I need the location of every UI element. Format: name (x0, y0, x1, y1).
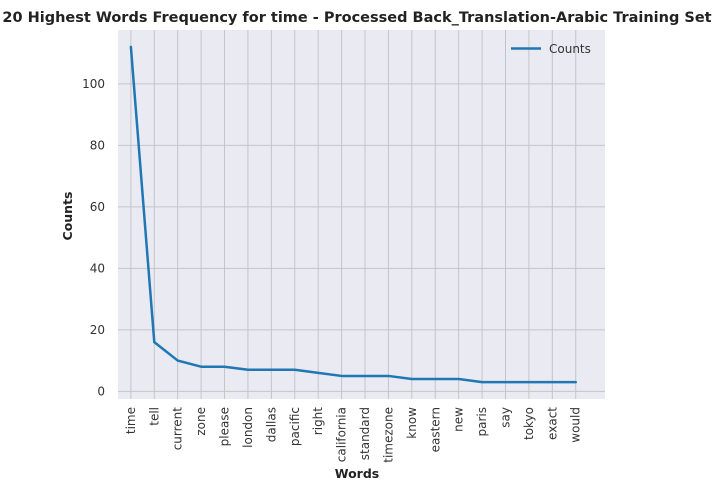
y-tick-label: 0 (97, 384, 105, 398)
x-tick-label-know: know (405, 407, 419, 439)
grid-lines (118, 30, 605, 399)
y-tick-label: 20 (90, 323, 105, 337)
x-tick-label-current: current (171, 407, 185, 451)
x-tick-label-pacific: pacific (288, 407, 302, 446)
y-axis-label: Counts (60, 192, 75, 241)
x-tick-label-please: please (218, 407, 232, 446)
x-tick-label-tell: tell (147, 407, 161, 426)
legend-label-counts: Counts (549, 42, 591, 56)
series-layer (129, 45, 577, 384)
x-tick-label-timezone: timezone (381, 407, 395, 463)
x-tick-label-london: london (241, 407, 255, 448)
x-tick-label-tokyo: tokyo (522, 407, 536, 440)
legend: Counts (511, 42, 591, 56)
series-line-counts (129, 45, 577, 384)
x-tick-label-would: would (569, 407, 583, 443)
y-tick-label: 60 (90, 200, 105, 214)
x-tick-label-say: say (498, 407, 512, 428)
x-tick-label-eastern: eastern (428, 407, 442, 452)
x-tick-label-california: california (335, 407, 349, 462)
plot-background (118, 30, 605, 399)
x-tick-label-new: new (452, 407, 466, 432)
chart-title: 20 Highest Words Frequency for time - Pr… (2, 10, 711, 26)
x-tick-label-time: time (124, 407, 138, 434)
x-tick-label-standard: standard (358, 407, 372, 460)
x-tick-labels: time tell current zone please london dallas pac… (124, 407, 583, 463)
x-tick-label-zone: zone (194, 407, 208, 436)
x-tick-label-dallas: dallas (264, 407, 278, 442)
y-tick-label: 80 (90, 138, 105, 152)
y-tick-label: 100 (82, 77, 105, 91)
x-axis-label: Words (335, 466, 379, 481)
y-tick-labels: 0 20 40 60 80 100 (82, 77, 105, 399)
x-tick-label-right: right (311, 407, 325, 435)
y-tick-label: 40 (90, 261, 105, 275)
x-tick-label-exact: exact (545, 407, 559, 440)
x-tick-label-paris: paris (475, 407, 489, 437)
